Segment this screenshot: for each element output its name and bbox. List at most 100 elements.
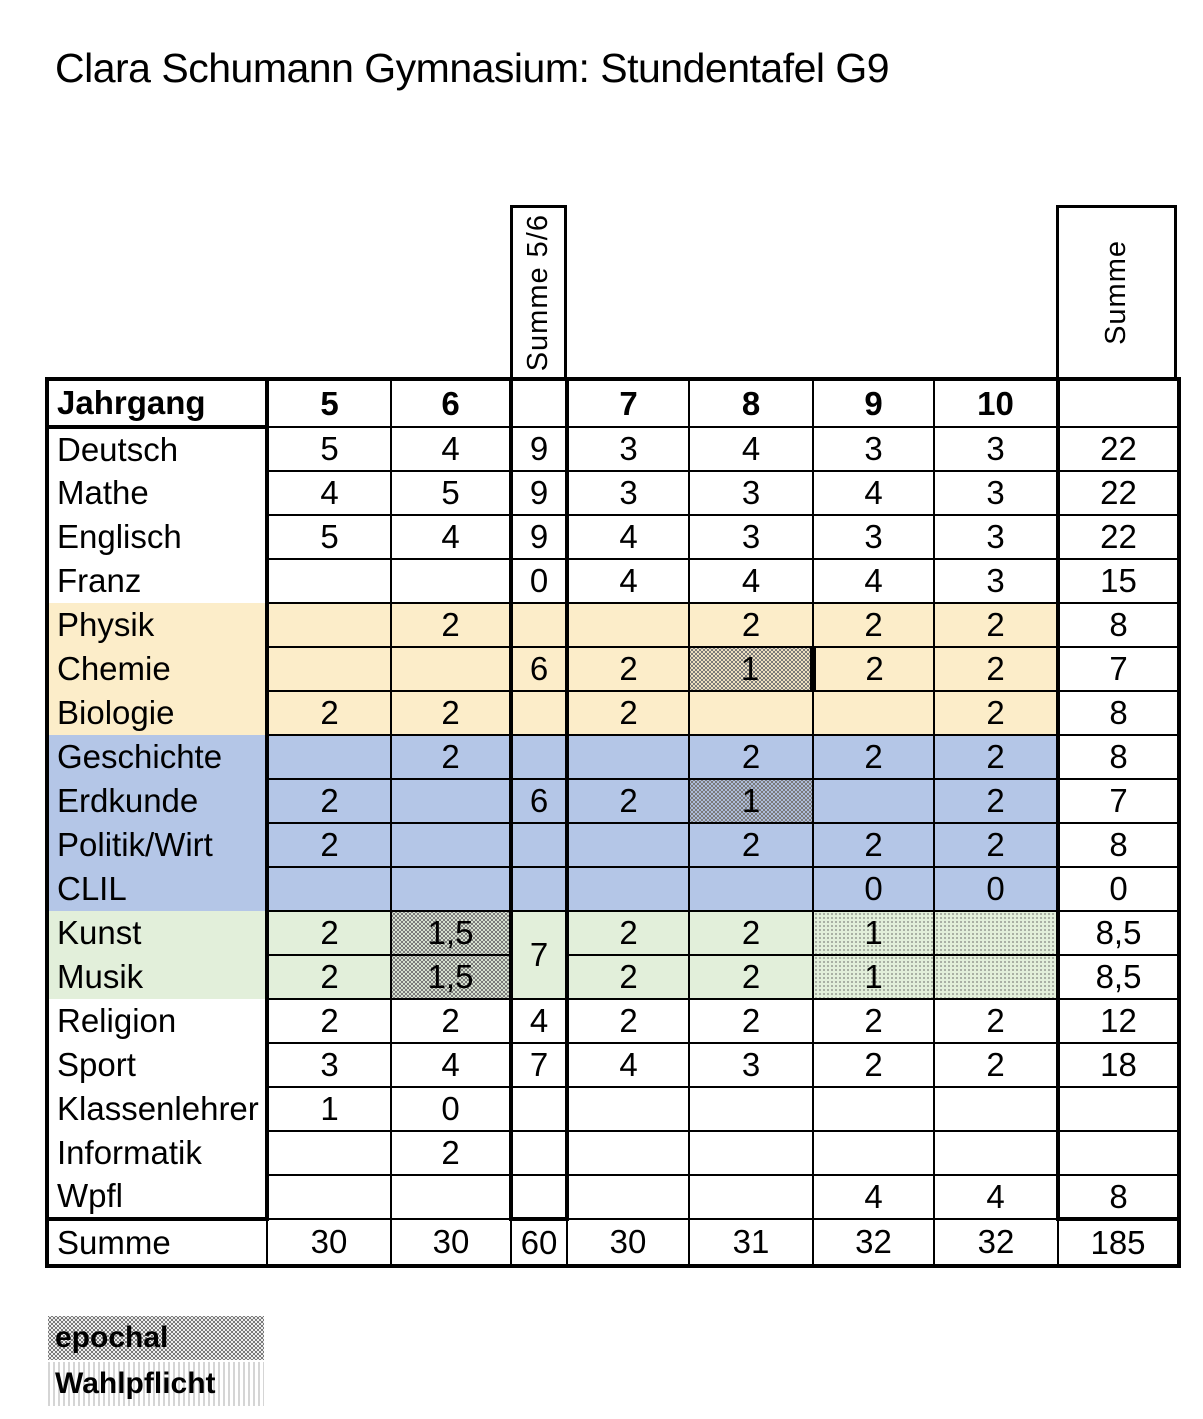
subject-cell: Chemie — [47, 647, 269, 691]
subject-cell: Mathe — [47, 471, 269, 515]
value-cell — [566, 822, 690, 868]
value-cell — [933, 910, 1059, 956]
value-cell: 2 — [566, 954, 690, 1000]
value-cell: 6 — [509, 646, 569, 692]
value-cell: 2 — [266, 998, 392, 1044]
column-header: 8 — [688, 378, 814, 428]
value-cell: 9 — [509, 514, 569, 560]
value-cell: 2 — [812, 646, 935, 692]
value-cell: 4 — [390, 514, 512, 560]
timetable: Jahrgang 5 6 7 8 9 10 Deutsch 5 4 9 3 4 3 3 22 Mathe 4 5 9… — [45, 377, 1181, 1268]
value-cell: 3 — [933, 426, 1059, 472]
value-cell: 4 — [688, 426, 814, 472]
subject-cell: Klassenlehrer — [47, 1087, 269, 1131]
subject-cell: Religion — [47, 999, 269, 1043]
table-row: Informatik 2 — [47, 1130, 1180, 1176]
value-cell — [266, 1130, 392, 1176]
value-cell: 2 — [390, 734, 512, 780]
value-cell — [566, 734, 690, 780]
value-cell — [509, 602, 569, 648]
value-cell: 7 — [509, 910, 569, 1000]
table-row: CLIL 0 0 0 — [47, 866, 1180, 912]
value-cell: 2 — [566, 778, 690, 824]
value-cell: 2 — [812, 998, 935, 1044]
value-cell — [566, 602, 690, 648]
value-cell: 4 — [812, 558, 935, 604]
value-cell: 4 — [566, 558, 690, 604]
value-cell: 2 — [812, 734, 935, 780]
value-cell: 2 — [688, 910, 814, 956]
value-cell: 2 — [688, 954, 814, 1000]
value-cell: 2 — [688, 998, 814, 1044]
value-cell — [1056, 1130, 1180, 1176]
value-cell: 1 — [812, 954, 935, 1000]
value-cell — [509, 1174, 569, 1220]
value-cell — [266, 602, 392, 648]
summe-56-vertical-label: Summe 5/6 — [522, 213, 554, 372]
table-row: Geschichte 2 2 2 2 8 — [47, 734, 1180, 780]
footer-value-cell: 30 — [266, 1218, 392, 1267]
value-cell — [933, 954, 1059, 1000]
value-cell — [266, 866, 392, 912]
subject-cell: Physik — [47, 603, 269, 647]
value-cell: 2 — [266, 954, 392, 1000]
subject-cell: Erdkunde — [47, 779, 269, 823]
subject-cell: Geschichte — [47, 735, 269, 779]
table-row: Erdkunde 2 6 2 1 2 7 — [47, 778, 1180, 824]
value-cell: 2 — [390, 998, 512, 1044]
value-cell — [688, 690, 814, 736]
value-cell: 2 — [933, 646, 1059, 692]
value-cell: 22 — [1056, 514, 1180, 560]
value-cell — [509, 1086, 569, 1132]
value-cell — [1056, 1086, 1180, 1132]
value-cell: 8 — [1056, 822, 1180, 868]
value-cell — [812, 690, 935, 736]
value-cell — [933, 1086, 1059, 1132]
table-row: Sport 3 4 7 4 3 2 2 18 — [47, 1042, 1180, 1088]
value-cell: 8,5 — [1056, 910, 1180, 956]
value-cell — [566, 1174, 690, 1220]
table-row: Englisch 5 4 9 4 3 3 3 22 — [47, 514, 1180, 560]
value-cell: 2 — [933, 822, 1059, 868]
value-cell: 2 — [688, 822, 814, 868]
value-cell — [390, 866, 512, 912]
value-cell: 0 — [509, 558, 569, 604]
table-row: Politik/Wirt 2 2 2 2 8 — [47, 822, 1180, 868]
value-cell: 4 — [390, 1042, 512, 1088]
table-row: Kunst 2 1,5 7 2 2 1 8,5 — [47, 910, 1180, 1000]
table-row: Wpfl 4 4 8 — [47, 1174, 1180, 1220]
value-cell: 2 — [266, 822, 392, 868]
table-header-row: Jahrgang 5 6 7 8 9 10 — [47, 378, 1180, 429]
value-cell: 2 — [933, 1042, 1059, 1088]
footer-value-cell: 32 — [812, 1218, 935, 1267]
value-cell: 22 — [1056, 470, 1180, 516]
value-cell: 2 — [812, 1042, 935, 1088]
value-cell — [688, 866, 814, 912]
value-cell — [390, 778, 512, 824]
value-cell: 1,5 — [390, 910, 512, 956]
subject-cell: CLIL — [47, 867, 269, 911]
value-cell — [266, 646, 392, 692]
footer-value-cell: 32 — [933, 1218, 1059, 1267]
value-cell: 1 — [812, 910, 935, 956]
page-title: Clara Schumann Gymnasium: Stundentafel G… — [55, 45, 890, 92]
subject-cell: Biologie — [47, 691, 269, 735]
value-cell: 3 — [688, 514, 814, 560]
value-cell — [509, 1130, 569, 1176]
value-cell — [390, 822, 512, 868]
value-cell — [266, 734, 392, 780]
column-header: 6 — [390, 378, 512, 428]
value-cell: 2 — [566, 910, 690, 956]
footer-value-cell: 60 — [510, 1217, 568, 1267]
value-cell: 5 — [266, 426, 392, 472]
value-cell: 3 — [812, 426, 935, 472]
value-cell: 2 — [688, 734, 814, 780]
value-cell — [390, 646, 512, 692]
table-row: Mathe 4 5 9 3 3 4 3 22 — [47, 470, 1180, 516]
value-cell: 8 — [1056, 690, 1180, 736]
value-cell: 2 — [266, 778, 392, 824]
value-cell: 1 — [688, 778, 814, 824]
subject-cell: Franz — [47, 559, 269, 603]
value-cell: 2 — [266, 690, 392, 736]
value-cell — [933, 1130, 1059, 1176]
